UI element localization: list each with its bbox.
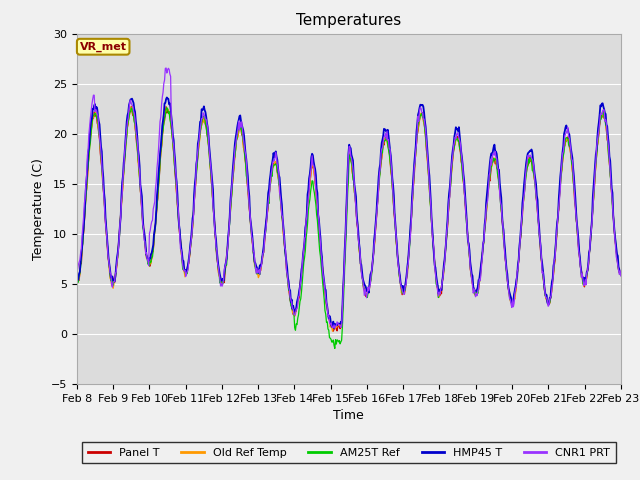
Panel T (73, 283, 81, 289)
HMP45 T (83, 176, 90, 181)
CNR1 PRT (162, 65, 170, 71)
Line: CNR1 PRT: CNR1 PRT (77, 68, 621, 328)
HMP45 T (163, 95, 171, 100)
AM25T Ref (617, 270, 625, 276)
Old Ref Temp (140, 226, 147, 231)
AM25T Ref (163, 105, 171, 110)
Old Ref Temp (195, 146, 202, 152)
Panel T (140, 221, 147, 227)
Legend: Panel T, Old Ref Temp, AM25T Ref, HMP45 T, CNR1 PRT: Panel T, Old Ref Temp, AM25T Ref, HMP45 … (82, 442, 616, 463)
AM25T Ref (223, 249, 231, 254)
Old Ref Temp (83, 185, 90, 191)
HMP45 T (73, 281, 81, 287)
Panel T (127, 104, 135, 109)
Line: Old Ref Temp: Old Ref Temp (77, 107, 621, 331)
Title: Temperatures: Temperatures (296, 13, 401, 28)
Text: VR_met: VR_met (80, 42, 127, 52)
CNR1 PRT (331, 325, 339, 331)
Old Ref Temp (433, 274, 440, 280)
Panel T (83, 186, 90, 192)
AM25T Ref (417, 112, 424, 118)
CNR1 PRT (417, 105, 424, 110)
AM25T Ref (73, 284, 81, 290)
Old Ref Temp (329, 328, 337, 334)
AM25T Ref (83, 185, 90, 191)
Line: AM25T Ref: AM25T Ref (77, 108, 621, 348)
HMP45 T (195, 137, 202, 143)
Panel T (417, 113, 424, 119)
AM25T Ref (195, 142, 202, 147)
Old Ref Temp (617, 272, 625, 278)
Panel T (433, 278, 440, 284)
Line: Panel T: Panel T (77, 107, 621, 331)
Line: HMP45 T: HMP45 T (77, 97, 621, 328)
HMP45 T (617, 270, 625, 276)
HMP45 T (433, 273, 440, 278)
AM25T Ref (139, 220, 147, 226)
CNR1 PRT (617, 273, 625, 279)
AM25T Ref (331, 346, 339, 351)
Old Ref Temp (223, 245, 231, 251)
Old Ref Temp (417, 113, 424, 119)
Old Ref Temp (73, 279, 81, 285)
CNR1 PRT (223, 247, 231, 253)
CNR1 PRT (73, 263, 81, 269)
Panel T (330, 328, 337, 334)
HMP45 T (330, 325, 338, 331)
HMP45 T (223, 246, 231, 252)
HMP45 T (139, 211, 147, 216)
Panel T (223, 247, 231, 252)
CNR1 PRT (195, 140, 202, 146)
CNR1 PRT (139, 221, 147, 227)
Panel T (195, 144, 202, 150)
CNR1 PRT (433, 277, 440, 283)
AM25T Ref (433, 281, 440, 287)
Y-axis label: Temperature (C): Temperature (C) (32, 158, 45, 260)
HMP45 T (417, 102, 424, 108)
CNR1 PRT (83, 172, 90, 178)
Panel T (617, 271, 625, 276)
Old Ref Temp (128, 104, 136, 109)
X-axis label: Time: Time (333, 409, 364, 422)
